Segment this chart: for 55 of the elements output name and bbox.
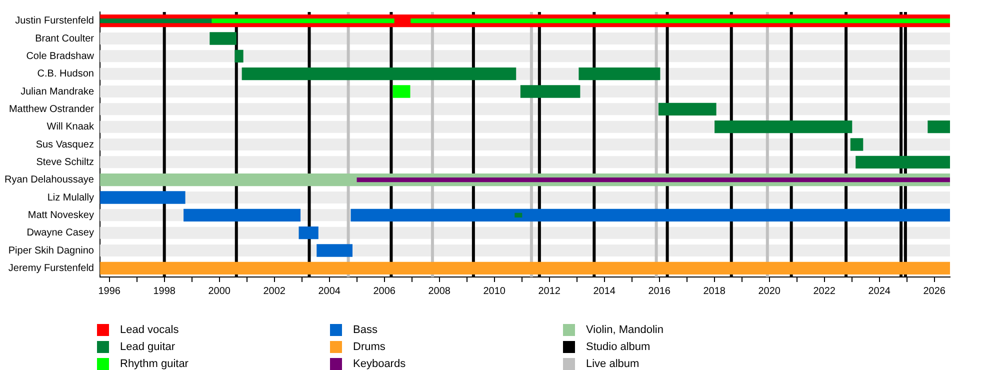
legend-label: Drums [353,340,386,352]
legend-label: Lead guitar [120,340,176,352]
y-tick-label: Jeremy Furstenfeld [8,262,94,274]
y-tick-label: Justin Furstenfeld [15,16,94,27]
bar [316,244,352,257]
x-tick-label: 2016 [648,286,671,297]
bar [658,102,716,116]
legend-label: Keyboards [353,358,406,370]
y-tick-label: Matthew Ostrander [8,104,95,115]
y-tick-label: C.B. Hudson [37,68,94,80]
y-tick-label: Sus Vasquez [36,139,94,150]
bar [928,120,950,134]
legend-label: Lead vocals [120,324,179,336]
x-tick-label: 2020 [758,286,781,297]
legend-label: Bass [353,324,378,336]
bar [298,226,318,240]
x-tick-label: 2024 [868,286,891,297]
y-tick-label: Steve Schiltz [36,156,94,168]
x-tick-label: 1998 [153,286,176,297]
legend-label: Rhythm guitar [120,358,188,370]
x-tick-label: 2012 [538,286,561,297]
x-tick-label: 2026 [923,286,946,297]
bar [850,138,864,151]
y-tick-label: Liz Mulally [47,192,94,204]
y-tick-label: Julian Mandrake [20,86,94,98]
bar [714,120,852,134]
y-tick-label: Dwayne Casey [26,228,94,239]
y-tick-label: Ryan Delahoussaye [4,174,94,186]
legend-label: Violin, Mandolin [586,324,664,336]
x-tick-label: 2022 [813,286,836,297]
bar [856,156,950,168]
y-tick-label: Cole Bradshaw [26,50,95,62]
x-tick-label: 2010 [483,286,506,297]
bar [520,85,580,98]
x-tick-label: 2006 [373,286,396,297]
bar [100,191,186,204]
x-tick-label: 2002 [263,286,286,297]
bar [234,50,244,62]
x-tick-label: 2004 [318,286,341,297]
legend-label: Studio album [586,340,650,352]
x-tick-label: 1996 [98,286,121,297]
y-tick-label: Brant Coulter [35,33,95,44]
y-tick-label: Will Knaak [46,122,95,133]
y-tick-label: Matt Noveskey [28,210,94,221]
x-tick-label: 2014 [593,286,616,297]
x-tick-label: 2018 [703,286,726,297]
bar [578,68,660,80]
bar [410,18,950,24]
y-tick-label: Piper Skih Dagnino [8,245,94,256]
x-tick-label: 2000 [208,286,231,297]
x-tick-label: 2008 [428,286,451,297]
bar [242,68,516,80]
bar [356,178,950,182]
legend-label: Live album [586,358,640,370]
bar [210,32,236,45]
